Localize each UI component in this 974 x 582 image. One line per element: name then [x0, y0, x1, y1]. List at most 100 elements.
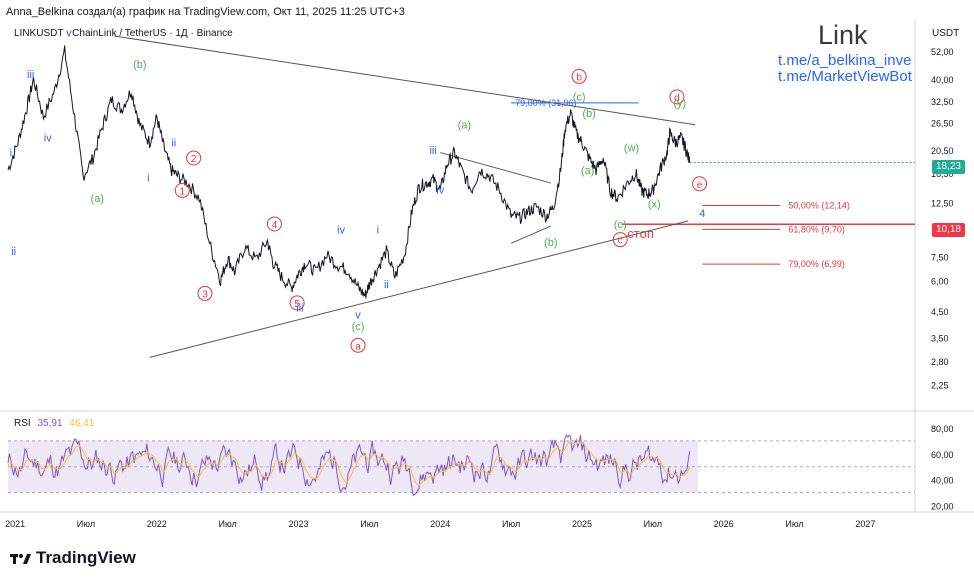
- wave-label: 5: [294, 299, 300, 310]
- fib-level-label: 61,80% (9,70): [788, 224, 845, 234]
- wave-label: ii: [11, 246, 16, 258]
- time-tick-label: 2022: [147, 519, 167, 529]
- overlay-title: Link: [818, 20, 868, 50]
- time-tick-label: Июл: [77, 519, 95, 529]
- time-tick-label: 2021: [5, 519, 25, 529]
- rsi-tick-label: 60,00: [931, 450, 954, 460]
- wave-label: (x): [648, 198, 661, 210]
- time-tick-label: Июл: [502, 519, 520, 529]
- currency-label: USDT: [932, 28, 960, 39]
- wave-label: (b): [133, 59, 146, 71]
- fib-level-label: 79,00% (31,96): [515, 98, 577, 108]
- fib-level-label: 50,00% (12,14): [788, 201, 850, 211]
- wave-label: (c): [614, 219, 627, 231]
- wave-label: (b): [544, 237, 557, 249]
- wave-label-circle: [612, 232, 628, 248]
- wave-label-circle: [186, 150, 202, 166]
- time-tick-label: 2024: [430, 519, 450, 529]
- wave-label: iii: [27, 69, 34, 81]
- wave-label-circle: [571, 68, 587, 84]
- price-tick-label: 40,00: [931, 75, 954, 85]
- wave-label: ii: [171, 137, 176, 149]
- wave-label: e: [697, 180, 703, 191]
- fib-level-label: 79,00% (6,99): [788, 259, 845, 269]
- wave-label: v: [355, 309, 361, 321]
- wave-label-circle: [289, 295, 305, 311]
- rsi-value: 35,91: [37, 418, 63, 429]
- price-tick-label: 3,50: [931, 333, 949, 343]
- stop-label: стоп: [627, 226, 654, 241]
- price-tick-label: 20,50: [931, 146, 954, 156]
- time-tick-label: 2027: [855, 519, 875, 529]
- wave-label: v: [66, 28, 72, 40]
- wave-label: iv: [44, 133, 52, 145]
- price-tick-label: 2,80: [931, 357, 949, 367]
- trendline[interactable]: [114, 35, 696, 126]
- rsi-tick-label: 80,00: [931, 424, 954, 434]
- wave-label-circle: [692, 176, 708, 192]
- wave-label-circle: [197, 285, 213, 301]
- chart-caption: Anna_Belkina создал(а) график на Trading…: [6, 6, 405, 18]
- price-tick-label: 7,50: [931, 253, 949, 263]
- wave-label: i: [147, 173, 149, 185]
- trendline[interactable]: [149, 220, 689, 358]
- wave-label: 3: [202, 289, 208, 300]
- wave-label: a: [355, 341, 361, 352]
- wave-label: (a): [91, 193, 104, 205]
- price-tick-label: 2,25: [931, 380, 949, 390]
- price-tick-label: 6,00: [931, 276, 949, 286]
- price-tick-label: 12,50: [931, 198, 954, 208]
- rsi-line[interactable]: [7, 433, 691, 497]
- wave-label: iii: [296, 302, 303, 314]
- wave-label: 2: [191, 154, 197, 165]
- time-tick-label: 2023: [289, 519, 309, 529]
- symbol-title[interactable]: LINKUSDT · ChainLink / TetherUS · 1Д · B…: [14, 28, 233, 39]
- wave-label: iii: [429, 145, 436, 157]
- tradingview-logo[interactable]: TradingView: [10, 548, 136, 568]
- wave-label: (c): [573, 91, 586, 103]
- wave-label: (w): [624, 142, 639, 154]
- price-tick-label: 52,00: [931, 47, 954, 57]
- wave-label: i: [10, 148, 12, 160]
- current-price-badge: 18,23: [931, 160, 965, 174]
- wave-label-circle: [350, 337, 366, 353]
- wave-label: iv: [436, 185, 444, 197]
- wave-label-circle: [669, 89, 685, 105]
- tradingview-logo-icon: [10, 553, 31, 564]
- overlay-link-2[interactable]: t.me/MarketViewBot: [778, 68, 912, 85]
- rsi-ma-line[interactable]: [7, 440, 691, 487]
- time-tick-label: Июл: [644, 519, 662, 529]
- overlay-link-1[interactable]: t.me/a_belkina_inve: [778, 52, 912, 69]
- rsi-legend[interactable]: RSI 35,91 46,41: [14, 418, 94, 429]
- rsi-tick-label: 40,00: [931, 476, 954, 486]
- trendline[interactable]: [440, 152, 551, 184]
- wave-label: 4: [699, 208, 705, 220]
- time-tick-label: 2025: [572, 519, 592, 529]
- price-tick-label: 4,50: [931, 307, 949, 317]
- wave-label: (c): [352, 321, 365, 333]
- wave-label: d: [674, 93, 680, 104]
- wave-label: iv: [337, 224, 345, 236]
- wave-label: c: [618, 236, 623, 247]
- wave-label: (a): [458, 120, 471, 132]
- wave-label: ii: [384, 279, 389, 291]
- price-tick-label: 26,50: [931, 119, 954, 129]
- wave-label: b: [576, 72, 582, 83]
- trendline[interactable]: [510, 225, 551, 244]
- wave-label: 1: [180, 186, 186, 197]
- wave-label: 4: [272, 220, 278, 231]
- price-series-line[interactable]: [7, 45, 691, 299]
- time-tick-label: 2026: [714, 519, 734, 529]
- time-tick-label: Июл: [360, 519, 378, 529]
- wave-label: (y): [673, 98, 686, 110]
- wave-label: (a): [581, 165, 594, 177]
- time-tick-label: Июл: [219, 519, 237, 529]
- rsi-label: RSI: [14, 418, 31, 429]
- wave-label-circle: [174, 182, 190, 198]
- rsi-tick-label: 20,00: [931, 502, 954, 512]
- wave-label: (b): [582, 108, 595, 120]
- time-tick-label: Июл: [785, 519, 803, 529]
- stop-price-badge: 10,18: [931, 223, 965, 237]
- price-tick-label: 32,50: [931, 97, 954, 107]
